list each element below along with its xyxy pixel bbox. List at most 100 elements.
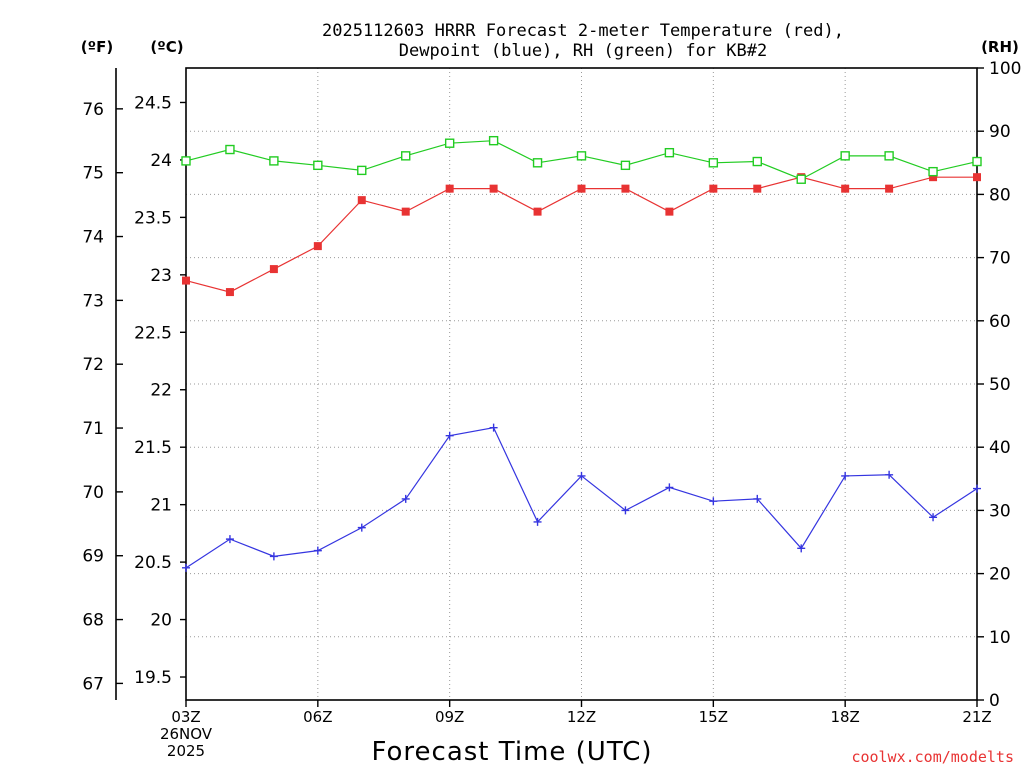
x-tick-label: 09Z [435,708,464,726]
x-tick-label: 06Z [303,708,332,726]
dewpoint-point [709,497,718,506]
fahrenheit-tick-label: 76 [82,100,104,120]
fahrenheit-tick-label: 71 [82,419,104,439]
dewpoint-point [621,506,630,515]
rh-point [576,151,587,161]
celsius-unit-label: (ºC) [150,38,183,56]
date-label-year: 2025 [167,742,205,760]
fahrenheit-tick-label: 72 [82,355,104,375]
rh-point [225,144,235,155]
fahrenheit-tick-label: 70 [82,483,104,503]
grid-layer [186,68,977,700]
dewpoint-point [753,494,762,503]
fahrenheit-tick-label: 73 [82,291,104,311]
dewpoint-point [577,471,586,480]
temperature-point [929,173,938,182]
dewpoint-point [489,423,498,432]
rh-tick-label: 20 [989,565,1011,585]
celsius-tick-label: 21 [150,496,172,516]
x-tick-label: 21Z [962,708,991,726]
celsius-tick-label: 24.5 [134,93,172,113]
rh-tick-label: 80 [989,185,1011,205]
rh-point [708,158,719,168]
x-tick-label: 18Z [830,708,859,726]
temperature-point [753,184,762,193]
rh-point [884,151,894,161]
rh-tick-label: 90 [989,122,1011,142]
series-layer [181,135,982,572]
date-label-month: 26NOV [160,725,213,743]
rh-tick-label: 10 [989,628,1011,648]
dewpoint-point [357,523,366,532]
celsius-tick-label: 22.5 [134,323,172,343]
rh-point [972,156,982,167]
celsius-tick-label: 22 [150,381,172,401]
celsius-tick-label: 21.5 [134,438,172,458]
dewpoint-point [445,431,454,440]
rh-point [401,151,411,161]
rh-point [181,156,191,166]
dewpoint-point [225,535,234,544]
x-tick-label: 12Z [567,708,596,726]
axes-layer: 03Z 06Z 09Z 12Z 15Z 18Z 21Z 19.5 20 20.5 21 21.5 22 2… [82,59,1021,726]
temperature-point [269,265,278,274]
celsius-tick-label: 20.5 [134,553,172,573]
dewpoint-point [797,544,806,553]
temperature-point [313,242,322,251]
temperature-point [973,173,981,182]
rh-point [620,160,631,171]
rh-point [928,166,938,177]
watermark-text: coolwx.com/modelts [851,748,1014,766]
rh-point [269,156,279,166]
dewpoint-point [313,546,322,555]
celsius-tick-label: 24 [150,151,172,171]
chart-title-line2: Dewpoint (blue), RH (green) for KB#2 [399,41,767,61]
rh-tick-label: 60 [989,312,1011,332]
rh-tick-label: 40 [989,438,1011,458]
x-tick-label: 15Z [699,708,728,726]
rh-tick-label: 70 [989,249,1011,269]
x-tick-label: 03Z [171,708,200,726]
dewpoint-point [885,470,894,479]
celsius-tick-label: 23 [150,266,172,286]
rh-tick-label: 100 [989,59,1021,79]
rh-point [444,138,455,148]
temperature-point [577,184,586,193]
celsius-tick-label: 20 [150,611,172,631]
temperature-point [665,207,674,216]
fahrenheit-tick-label: 69 [82,547,104,567]
rh-unit-label: (RH) [981,38,1019,56]
rh-point [488,135,499,146]
rh-point [357,165,367,176]
dewpoint-point [973,484,981,493]
temperature-point [621,184,630,193]
dewpoint-point [929,513,938,522]
dewpoint-point [841,471,850,480]
rh-tick-label: 50 [989,375,1011,395]
temperature-point [533,207,542,216]
fahrenheit-tick-label: 75 [82,164,104,184]
fahrenheit-tick-label: 68 [82,611,104,631]
dewpoint-point [182,563,190,572]
x-axis-title: Forecast Time (UTC) [371,737,652,767]
temperature-point [489,184,498,193]
rh-point [313,160,323,171]
rh-tick-label: 0 [989,691,1000,711]
temperature-point [182,276,190,285]
temperature-point [709,184,718,193]
rh-point [840,151,850,161]
rh-tick-label: 30 [989,501,1011,521]
temperature-point [885,184,894,193]
rh-point [664,147,675,158]
chart-title-line1: 2025112603 HRRR Forecast 2-meter Tempera… [322,21,844,41]
temperature-point [445,184,454,193]
dewpoint-point [269,552,278,561]
dewpoint-point [665,483,674,492]
rh-point [532,158,543,168]
rh-point [752,156,762,167]
fahrenheit-tick-label: 67 [82,674,104,694]
celsius-tick-label: 23.5 [134,208,172,228]
dewpoint-point [533,517,542,526]
